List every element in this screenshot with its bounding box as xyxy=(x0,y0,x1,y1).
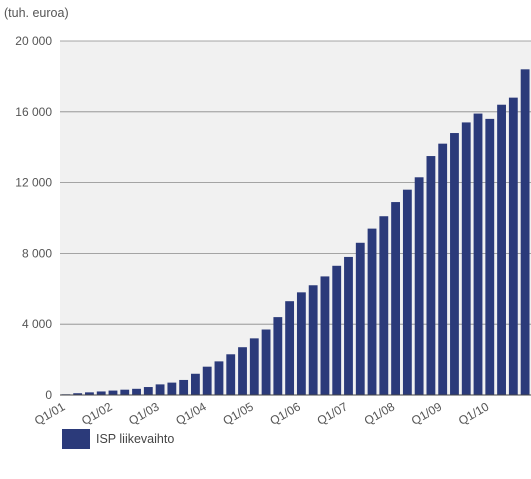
x-tick-label: Q1/08 xyxy=(362,399,398,428)
x-tick-label: Q1/06 xyxy=(268,399,304,428)
bar-q3-10 xyxy=(508,97,518,395)
bar-q1-10 xyxy=(485,118,495,395)
bar-q1-08 xyxy=(391,202,400,395)
bar-q3-01 xyxy=(85,392,94,395)
bar-q1-02 xyxy=(108,390,118,395)
bar-q4-10 xyxy=(520,69,530,395)
bar-q3-03 xyxy=(179,379,189,395)
legend-label: ISP liikevaihto xyxy=(96,432,175,446)
bar-q3-09 xyxy=(461,122,471,396)
bar-q4-04 xyxy=(238,347,247,395)
x-tick-label: Q1/10 xyxy=(456,399,492,428)
bar-q1-03 xyxy=(155,384,165,395)
bar-q1-05 xyxy=(249,338,259,395)
x-tick-label: Q1/05 xyxy=(220,399,256,428)
bar-q2-03 xyxy=(167,382,177,395)
bar-q4-06 xyxy=(332,265,342,395)
x-tick-label: Q1/04 xyxy=(173,399,209,428)
x-tick-label: Q1/01 xyxy=(32,399,68,428)
bar-q3-08 xyxy=(414,177,424,395)
bar-q2-01 xyxy=(73,393,83,395)
bar-q4-05 xyxy=(285,301,295,395)
y-axis-unit-label: (tuh. euroa) xyxy=(4,6,69,20)
x-tick-label: Q1/07 xyxy=(315,399,351,428)
y-tick-label: 0 xyxy=(45,388,52,402)
bar-q4-02 xyxy=(143,387,153,395)
bar-q3-04 xyxy=(226,354,236,395)
bar-q2-04 xyxy=(214,361,224,395)
bar-q4-08 xyxy=(426,156,436,395)
plot-area-background xyxy=(60,41,531,395)
bar-q2-06 xyxy=(308,285,318,395)
bar-q2-10 xyxy=(497,104,506,395)
x-tick-labels: Q1/01 Q1/02 Q1/03 Q1/04 Q1/05 Q1/06 Q1/07 Q1/08… xyxy=(32,399,491,428)
y-tick-labels: 0 4 000 8 000 12 000 16 000 20 000 xyxy=(15,34,52,402)
x-tick-label: Q1/03 xyxy=(126,399,162,428)
bar-q2-07 xyxy=(355,242,365,395)
bar-q3-05 xyxy=(273,317,283,395)
y-tick-label: 16 000 xyxy=(15,105,52,119)
bar-q1-07 xyxy=(344,256,353,395)
bar-q2-05 xyxy=(261,329,271,395)
bar-q2-09 xyxy=(450,133,459,396)
y-tick-label: 12 000 xyxy=(15,176,52,190)
bar-q1-06 xyxy=(296,292,306,395)
bar-q3-06 xyxy=(320,276,330,395)
bar-q3-02 xyxy=(132,388,141,395)
bars xyxy=(61,69,530,396)
legend-swatch xyxy=(62,429,90,449)
bar-q4-07 xyxy=(379,216,389,395)
bar-q1-09 xyxy=(438,143,448,395)
y-tick-label: 4 000 xyxy=(22,317,52,331)
x-tick-label: Q1/02 xyxy=(79,399,115,428)
bar-q4-01 xyxy=(96,391,106,395)
bar-q4-03 xyxy=(191,373,200,395)
x-tick-label: Q1/09 xyxy=(409,399,445,428)
bar-q2-02 xyxy=(120,389,130,395)
bar-q4-09 xyxy=(473,113,483,395)
bar-q3-07 xyxy=(367,228,377,395)
bar-q2-08 xyxy=(402,189,412,395)
bar-q1-04 xyxy=(202,366,212,395)
y-tick-label: 8 000 xyxy=(22,246,52,260)
legend: ISP liikevaihto xyxy=(62,429,174,449)
y-tick-label: 20 000 xyxy=(15,34,52,48)
